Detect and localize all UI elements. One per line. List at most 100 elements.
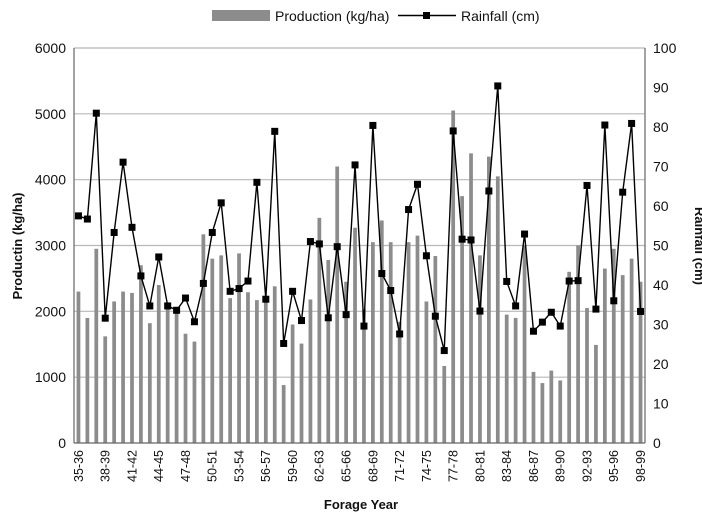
rainfall-point-57-58: [271, 127, 279, 135]
x-tick-label: 77-78: [447, 450, 461, 482]
bar-61-62: [308, 299, 313, 443]
bar-52-53: [228, 298, 233, 443]
production-bars: [76, 110, 643, 444]
bar-42-43: [139, 265, 143, 443]
rainfall-point-70-71: [387, 287, 395, 295]
rainfall-point-67-68: [360, 322, 368, 330]
rainfall-point-35-36: [74, 212, 82, 220]
x-axis-ticks: 35-36 38-39 41-42 44-45 47-48 50-51 53-54 56-57…: [72, 450, 648, 482]
bar-73-74: [415, 235, 420, 443]
rainfall-line: [74, 82, 645, 355]
bar-93-94: [594, 344, 598, 443]
rainfall-point-56-57: [262, 295, 270, 303]
bar-37-38: [94, 248, 99, 443]
bar-85-86: [522, 245, 527, 443]
bar-76-77: [442, 365, 447, 443]
bar-50-51: [210, 258, 215, 443]
rainfall-point-64-65: [333, 243, 341, 251]
bar-91-92: [576, 245, 580, 443]
bar-83-84: [504, 314, 509, 443]
x-tick-label: 83-84: [500, 450, 514, 482]
rainfall-point-39-40: [110, 228, 118, 236]
rainfall-point-75-76: [431, 312, 439, 320]
rainfall-point-94-95: [601, 121, 609, 129]
bar-82-83: [495, 176, 500, 443]
bar-94-95: [602, 268, 607, 443]
bar-46-47: [174, 308, 179, 443]
rainfall-point-49-50: [199, 279, 207, 287]
rainfall-point-93-94: [592, 305, 600, 313]
y-tick-label: 4000: [35, 172, 66, 188]
rainfall-point-71-72: [396, 330, 404, 338]
rainfall-point-84-85: [512, 302, 520, 310]
bar-78-79: [460, 196, 464, 443]
x-tick-label: 98-99: [634, 450, 648, 482]
bar-57-58: [272, 286, 277, 443]
rainfall-point-44-45: [155, 253, 163, 261]
bar-51-52: [219, 255, 224, 443]
rainfall-point-37-38: [92, 109, 100, 117]
bar-90-91: [567, 271, 572, 443]
x-axis-title: Forage Year: [324, 497, 398, 512]
y2-tick-label: 80: [653, 119, 669, 135]
rainfall-point-47-48: [182, 294, 190, 302]
rainfall-point-59-60: [289, 287, 297, 295]
legend-label-rainfall: Rainfall (cm): [461, 8, 540, 24]
rainfall-point-91-92: [574, 277, 582, 285]
right-axis-ticks: 0 10 20 30 40 50 60 70 80 90 100: [653, 40, 677, 451]
bar-86-87: [531, 371, 536, 443]
y2-tick-label: 60: [653, 198, 669, 214]
x-tick-label: 71-72: [393, 450, 407, 482]
rainfall-point-96-97: [619, 188, 627, 196]
bar-66-67: [353, 227, 357, 443]
rainfall-point-79-80: [467, 236, 475, 244]
x-tick-label: 41-42: [125, 450, 139, 482]
legend-marker-rainfall: [423, 12, 430, 19]
y-axis-title: Productin (kg/ha): [10, 193, 25, 300]
bar-67-68: [362, 309, 366, 443]
rainfall-point-68-69: [369, 121, 377, 129]
rainfall-point-58-59: [280, 339, 288, 347]
rainfall-point-45-46: [164, 302, 172, 310]
bar-77-78: [451, 110, 456, 444]
x-tick-label: 74-75: [420, 450, 434, 482]
bar-80-81: [478, 255, 482, 443]
rainfall-point-53-54: [235, 285, 243, 293]
rainfall-point-51-52: [217, 199, 225, 207]
bar-47-48: [183, 333, 188, 443]
bar-71-72: [397, 321, 402, 443]
rainfall-point-36-37: [83, 215, 91, 223]
rainfall-point-61-62: [306, 238, 314, 246]
bar-87-88: [540, 383, 545, 443]
bar-72-73: [406, 242, 411, 443]
rainfall-point-87-88: [538, 318, 546, 326]
bar-65-66: [344, 281, 348, 443]
y-tick-label: 5000: [35, 106, 66, 122]
x-tick-label: 89-90: [554, 450, 568, 482]
rainfall-point-77-78: [449, 127, 457, 135]
bar-56-57: [263, 296, 268, 443]
bar-45-46: [165, 304, 170, 443]
y2-tick-label: 10: [653, 396, 669, 412]
y2-tick-label: 90: [653, 80, 669, 96]
bar-63-64: [326, 259, 331, 443]
x-tick-label: 80-81: [473, 450, 487, 482]
bar-39-40: [112, 301, 117, 443]
rainfall-point-83-84: [503, 277, 511, 285]
legend: Production (kg/ha) Rainfall (cm): [212, 8, 540, 24]
legend-label-production: Production (kg/ha): [275, 8, 389, 24]
bar-60-61: [299, 343, 304, 443]
left-axis-ticks: 0 1000 2000 3000 4000 5000 6000: [35, 40, 66, 451]
bar-64-65: [335, 166, 340, 443]
bar-88-89: [549, 370, 554, 443]
rainfall-point-86-87: [529, 327, 537, 335]
rainfall-point-76-77: [440, 347, 448, 355]
rainfall-point-82-83: [494, 82, 502, 90]
bar-97-98: [629, 258, 634, 443]
rainfall-point-43-44: [146, 302, 154, 310]
bar-48-49: [192, 341, 197, 443]
axes: [73, 48, 646, 444]
bar-92-93: [585, 308, 589, 443]
y2-tick-label: 0: [653, 435, 661, 451]
